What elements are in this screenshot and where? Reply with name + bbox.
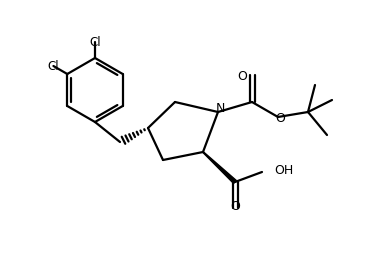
Text: Cl: Cl [89,36,101,49]
Text: OH: OH [274,165,293,178]
Text: O: O [230,200,240,213]
Polygon shape [203,152,236,184]
Text: Cl: Cl [48,60,59,73]
Text: N: N [215,101,225,114]
Text: O: O [237,70,247,83]
Text: O: O [275,112,285,125]
